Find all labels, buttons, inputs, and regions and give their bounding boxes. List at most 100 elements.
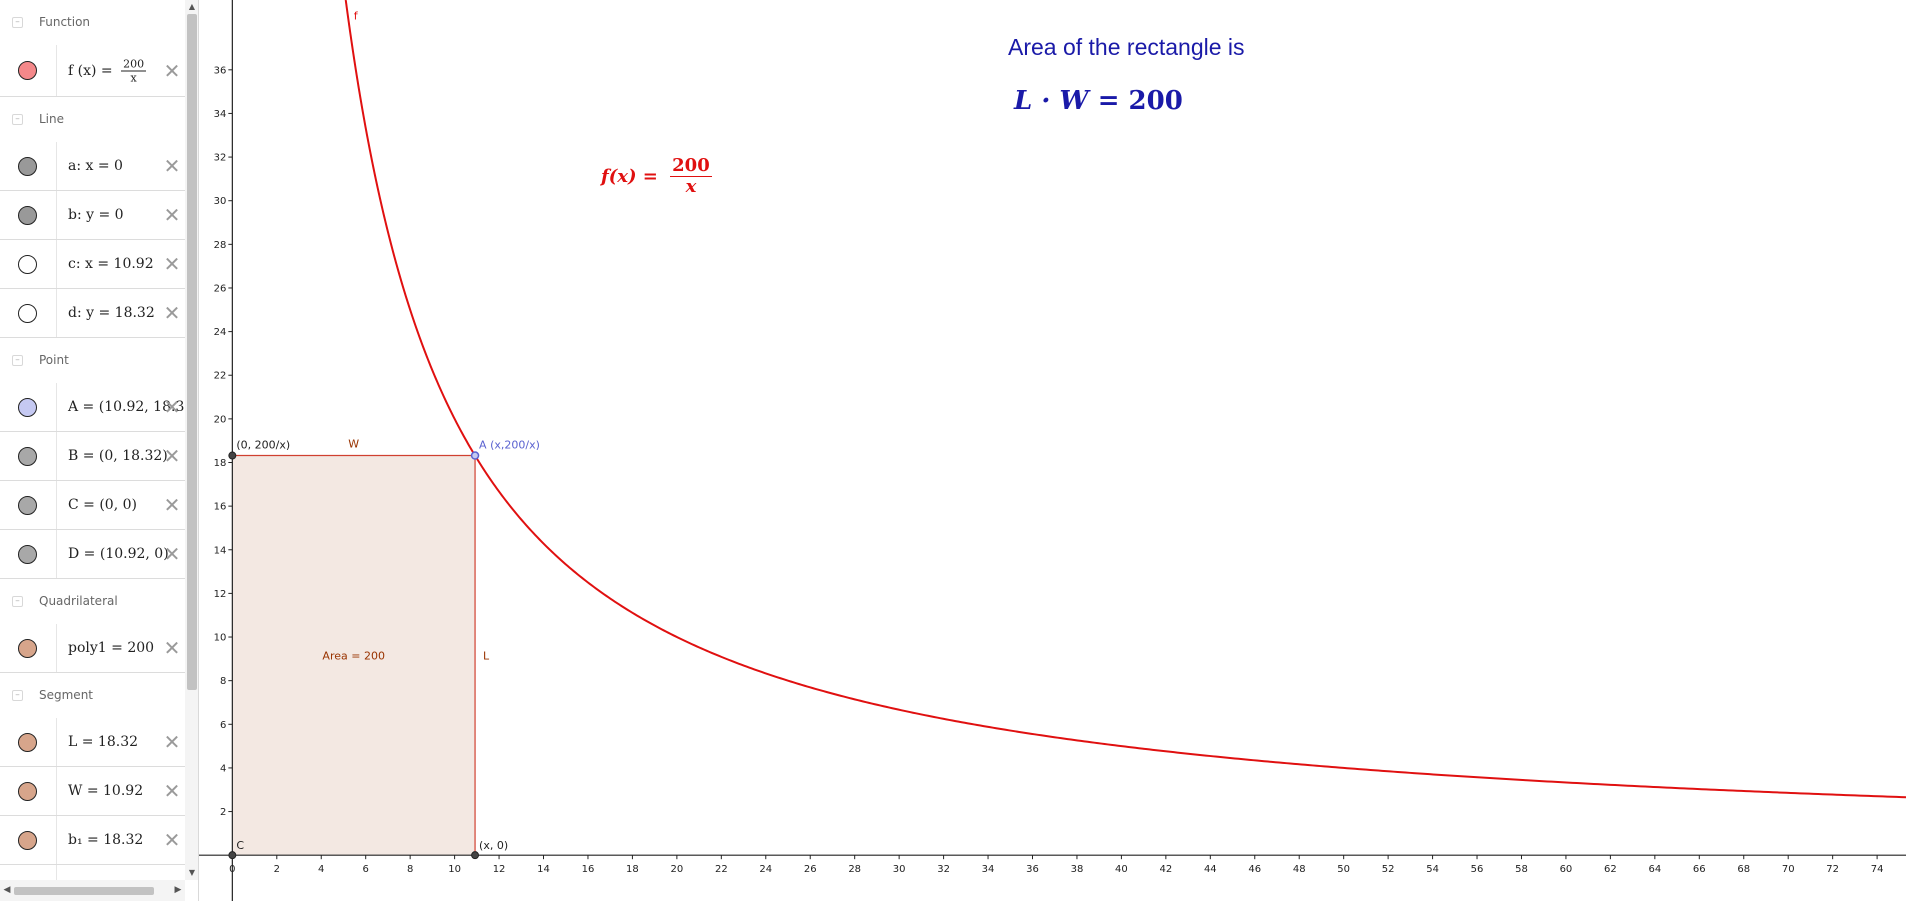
item-text[interactable]: b: y = 0	[68, 207, 124, 223]
item-text[interactable]: d: y = 18.32	[68, 305, 155, 321]
delete-icon[interactable]: ✕	[163, 493, 181, 517]
visibility-toggle[interactable]	[18, 732, 37, 752]
visibility-cell[interactable]	[0, 865, 57, 880]
x-tick-label: 4	[318, 864, 324, 875]
visibility-toggle[interactable]	[18, 544, 37, 564]
delete-icon[interactable]: ✕	[163, 252, 181, 276]
delete-icon[interactable]: ✕	[163, 203, 181, 227]
group-header-quadrilateral[interactable]: – Quadrilateral	[0, 579, 185, 624]
group-header-segment[interactable]: – Segment	[0, 673, 185, 718]
algebra-item[interactable]: b: y = 0 ✕	[0, 191, 185, 240]
vertical-scrollbar[interactable]: ▲ ▼	[185, 0, 198, 880]
visibility-toggle[interactable]	[18, 781, 37, 801]
algebra-item[interactable]: x₁ = 10.92✕	[0, 865, 185, 880]
visibility-cell[interactable]	[0, 383, 57, 431]
x-tick-label: 58	[1515, 864, 1528, 875]
group-header-function[interactable]: – Function	[0, 0, 185, 45]
collapse-icon[interactable]: –	[12, 114, 23, 125]
visibility-toggle[interactable]	[18, 156, 37, 176]
item-text[interactable]: a: x = 0	[68, 158, 123, 174]
x-tick-label: 22	[715, 864, 728, 875]
collapse-icon[interactable]: –	[12, 596, 23, 607]
algebra-item[interactable]: c: x = 10.92 ✕	[0, 240, 185, 289]
item-text[interactable]: poly1 = 200	[68, 640, 154, 656]
algebra-item[interactable]: A = (10.92, 18.32)✕	[0, 383, 185, 432]
scroll-right-arrow[interactable]: ▶	[174, 885, 182, 895]
item-definition: a: x = 0	[68, 158, 123, 174]
item-text[interactable]: C = (0, 0)	[68, 497, 137, 513]
visibility-cell[interactable]	[0, 816, 57, 864]
visibility-cell[interactable]	[0, 624, 57, 672]
scroll-left-arrow[interactable]: ◀	[3, 885, 11, 895]
item-definition: b: y = 0	[68, 207, 124, 223]
delete-icon[interactable]: ✕	[163, 542, 181, 566]
delete-icon[interactable]: ✕	[163, 301, 181, 325]
algebra-item[interactable]: d: y = 18.32 ✕	[0, 289, 185, 338]
horizontal-scroll-thumb[interactable]	[14, 887, 154, 895]
horizontal-scrollbar[interactable]: ◀ ▶	[0, 880, 185, 901]
visibility-toggle[interactable]	[18, 61, 37, 80]
group-header-line[interactable]: – Line	[0, 97, 185, 142]
item-text[interactable]: B = (0, 18.32)	[68, 448, 168, 464]
item-text[interactable]: W = 10.92	[68, 783, 143, 799]
graphics-view[interactable]: 0 2 4 6 8 10 12 14 16 18 20 22 24 26 28 30 32 34 36 38 40 42 4…	[199, 0, 1906, 901]
delete-icon[interactable]: ✕	[163, 779, 181, 803]
visibility-cell[interactable]	[0, 767, 57, 815]
collapse-icon[interactable]: –	[12, 17, 23, 28]
algebra-item[interactable]: W = 10.92 ✕	[0, 767, 185, 816]
item-definition: c: x = 10.92	[68, 256, 154, 272]
group-header-point[interactable]: – Point	[0, 338, 185, 383]
algebra-item[interactable]: a: x = 0 ✕	[0, 142, 185, 191]
algebra-item[interactable]: D = (10.92, 0) ✕	[0, 530, 185, 579]
collapse-icon[interactable]: –	[12, 690, 23, 701]
area-formula-eq: =	[1088, 86, 1129, 116]
delete-icon[interactable]: ✕	[163, 58, 181, 83]
item-text[interactable]: f (x) = 200 x	[68, 57, 147, 84]
item-text[interactable]: c: x = 10.92	[68, 256, 154, 272]
visibility-toggle[interactable]	[18, 830, 37, 850]
visibility-toggle[interactable]	[18, 205, 37, 225]
visibility-cell[interactable]	[0, 432, 57, 480]
item-text[interactable]: b₁ = 18.32	[68, 832, 143, 848]
point-B	[228, 451, 237, 460]
delete-icon[interactable]: ✕	[163, 730, 181, 754]
scroll-up-arrow[interactable]: ▲	[188, 2, 196, 11]
delete-icon[interactable]: ✕	[163, 828, 181, 852]
visibility-cell[interactable]	[0, 530, 57, 578]
algebra-item[interactable]: L = 18.32 ✕	[0, 718, 185, 767]
visibility-cell[interactable]	[0, 45, 57, 96]
algebra-item[interactable]: B = (0, 18.32) ✕	[0, 432, 185, 481]
visibility-cell[interactable]	[0, 142, 57, 190]
item-text[interactable]: D = (10.92, 0)	[68, 546, 169, 562]
delete-icon[interactable]: ✕	[163, 154, 181, 178]
x-tick-label: 48	[1293, 864, 1306, 875]
curve-label: f	[354, 9, 359, 22]
algebra-item[interactable]: f (x) = 200 x ✕	[0, 45, 185, 97]
x-tick-label: 68	[1737, 864, 1750, 875]
scroll-down-arrow[interactable]: ▼	[188, 868, 196, 877]
visibility-cell[interactable]	[0, 289, 57, 337]
delete-icon[interactable]: ✕	[163, 636, 181, 660]
visibility-cell[interactable]	[0, 240, 57, 288]
delete-icon[interactable]: ✕	[163, 444, 181, 468]
vertical-scroll-thumb[interactable]	[187, 14, 197, 690]
algebra-item[interactable]: C = (0, 0) ✕	[0, 481, 185, 530]
visibility-cell[interactable]	[0, 191, 57, 239]
visibility-toggle[interactable]	[18, 397, 37, 417]
visibility-toggle[interactable]	[18, 303, 37, 323]
delete-icon[interactable]: ✕	[163, 395, 181, 419]
item-text[interactable]: L = 18.32	[68, 734, 138, 750]
visibility-toggle[interactable]	[18, 495, 37, 515]
y-tick-label: 10	[214, 633, 227, 644]
algebra-item[interactable]: b₁ = 18.32 ✕	[0, 816, 185, 865]
visibility-cell[interactable]	[0, 718, 57, 766]
item-text[interactable]: A = (10.92, 18.32)	[68, 399, 185, 415]
visibility-toggle[interactable]	[18, 254, 37, 274]
algebra-item[interactable]: poly1 = 200 ✕	[0, 624, 185, 673]
visibility-cell[interactable]	[0, 481, 57, 529]
visibility-toggle[interactable]	[18, 638, 37, 658]
collapse-icon[interactable]: –	[12, 355, 23, 366]
visibility-toggle[interactable]	[18, 446, 37, 466]
point-A-label: A (x,200/x)	[479, 439, 540, 452]
graph-canvas[interactable]: 0 2 4 6 8 10 12 14 16 18 20 22 24 26 28 30 32 34 36 38 40 42 4…	[199, 0, 1906, 901]
